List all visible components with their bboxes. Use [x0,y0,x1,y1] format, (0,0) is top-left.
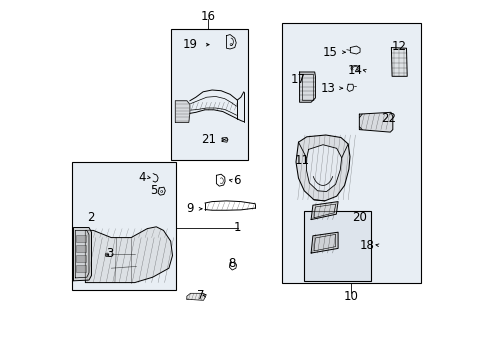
Bar [76,265,85,272]
Polygon shape [310,232,337,253]
Bar [282,23,420,283]
Text: 4: 4 [138,171,145,184]
Text: 12: 12 [391,40,406,53]
Bar [76,245,85,252]
Text: 13: 13 [320,82,335,95]
Text: 18: 18 [359,239,374,252]
Polygon shape [186,293,205,300]
Polygon shape [306,145,341,192]
Text: 5: 5 [150,184,157,197]
Bar [76,255,85,262]
Text: 22: 22 [380,112,395,125]
Text: 6: 6 [233,174,241,187]
Polygon shape [299,72,315,102]
Text: 2: 2 [86,211,94,224]
Polygon shape [295,135,349,201]
Text: 21: 21 [200,133,215,146]
Text: 17: 17 [290,73,305,86]
Text: 11: 11 [294,154,308,167]
Polygon shape [390,48,407,76]
Bar [303,211,370,281]
Text: 8: 8 [228,257,235,270]
Text: 15: 15 [322,46,337,59]
Polygon shape [85,227,172,283]
Polygon shape [310,202,337,220]
Bar [72,162,176,290]
Bar [170,29,247,160]
Polygon shape [359,112,392,132]
Text: 3: 3 [105,247,113,260]
Text: 1: 1 [233,221,241,234]
Text: 16: 16 [201,10,216,23]
Text: 7: 7 [196,289,204,302]
Polygon shape [175,101,189,122]
Text: 9: 9 [185,202,193,215]
Text: 19: 19 [183,38,197,51]
Text: 14: 14 [347,64,362,77]
Bar [76,235,85,242]
Polygon shape [73,228,91,281]
Text: 10: 10 [343,291,358,303]
Text: 20: 20 [351,211,366,224]
